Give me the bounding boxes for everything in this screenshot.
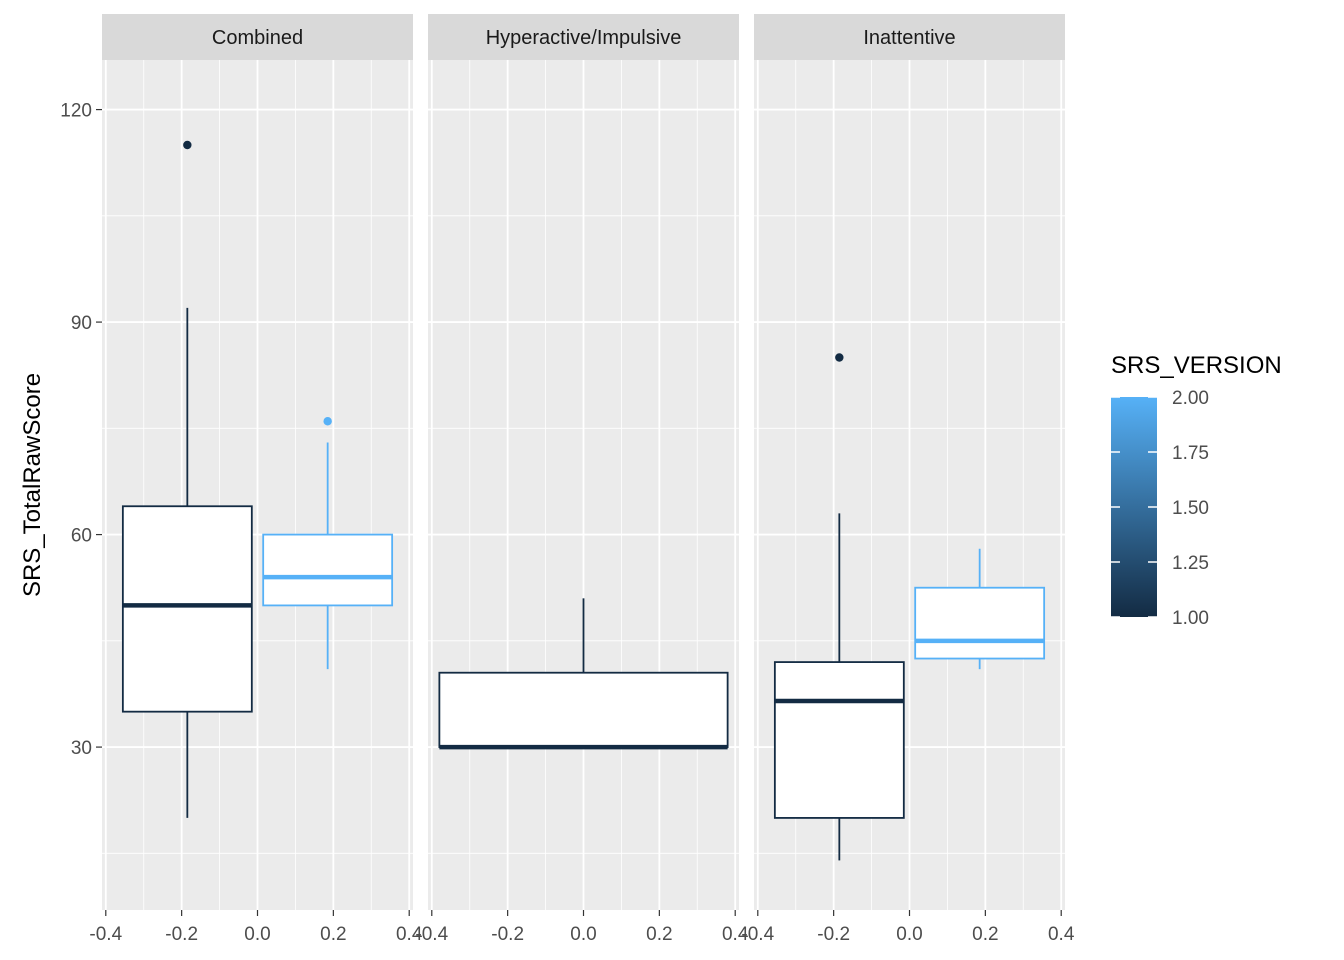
facet-panels: Combined-0.4 -0.2 0.0 0.2 0.4Hyperactive/Imp…: [89, 14, 1075, 945]
x-tick-label: -0.2: [817, 924, 850, 945]
y-tick-label: 60: [71, 526, 92, 547]
legend-break-label: 1.00: [1172, 608, 1209, 629]
box: [438, 671, 729, 748]
y-tick-label: 30: [71, 738, 92, 759]
box-group: [121, 140, 253, 818]
outlier-point: [183, 140, 192, 150]
legend-break-label: 1.25: [1172, 553, 1209, 574]
facet-strip: [102, 14, 413, 60]
facet-panel: Inattentive -0.4 -0.2 0.0 0.2 0.4: [741, 14, 1075, 945]
box: [121, 505, 253, 713]
facet-strip-label: Combined: [212, 27, 303, 49]
x-tick-label: -0.4: [741, 924, 774, 945]
x-tick-label: -0.2: [165, 924, 198, 945]
legend: SRS_VERSION 1.00 1.25 1.50 1.75 2.00: [1111, 352, 1282, 629]
box-group: [914, 548, 1046, 670]
x-tick-label: -0.4: [415, 924, 448, 945]
facet-panel: Combined -0.4 -0.2 0.0 0.2 0.4: [89, 14, 423, 945]
facet-strip: [428, 14, 739, 60]
box: [914, 586, 1046, 660]
legend-title: SRS_VERSION: [1111, 352, 1282, 379]
x-tick-label: 0.2: [320, 924, 346, 945]
x-tick-label: 0.0: [896, 924, 922, 945]
box-group: [438, 598, 729, 750]
x-tick-label: 0.2: [972, 924, 998, 945]
x-tick-label: 0.0: [570, 924, 596, 945]
x-tick-label: 0.2: [646, 924, 672, 945]
x-tick-label: -0.4: [89, 924, 122, 945]
y-tick-label: 120: [60, 101, 92, 122]
facet-strip: [754, 14, 1065, 60]
facet-strip-label: Inattentive: [863, 27, 955, 49]
outlier-point: [323, 417, 332, 426]
facet-panel: Hyperactive/Impulsive -0.4 -0.2 0.0 0.2 0.4: [415, 14, 749, 945]
legend-break-label: 2.00: [1172, 388, 1209, 409]
x-tick-label: -0.2: [491, 924, 524, 945]
x-tick-label: 0.4: [722, 924, 749, 945]
box-group: [773, 353, 905, 861]
outlier-point: [835, 353, 844, 362]
y-axis: 30 60 90 120: [60, 101, 102, 759]
x-tick-label: 0.4: [396, 924, 423, 945]
legend-break-label: 1.75: [1172, 443, 1209, 464]
box: [262, 533, 394, 607]
y-axis-title: SRS_TotalRawScore: [19, 373, 46, 597]
facet-strip-label: Hyperactive/Impulsive: [486, 27, 682, 49]
legend-break-label: 1.50: [1172, 498, 1209, 519]
x-tick-label: 0.0: [244, 924, 270, 945]
box: [773, 661, 905, 819]
y-tick-label: 90: [71, 313, 92, 334]
x-tick-label: 0.4: [1048, 924, 1075, 945]
box-group: [262, 417, 394, 670]
